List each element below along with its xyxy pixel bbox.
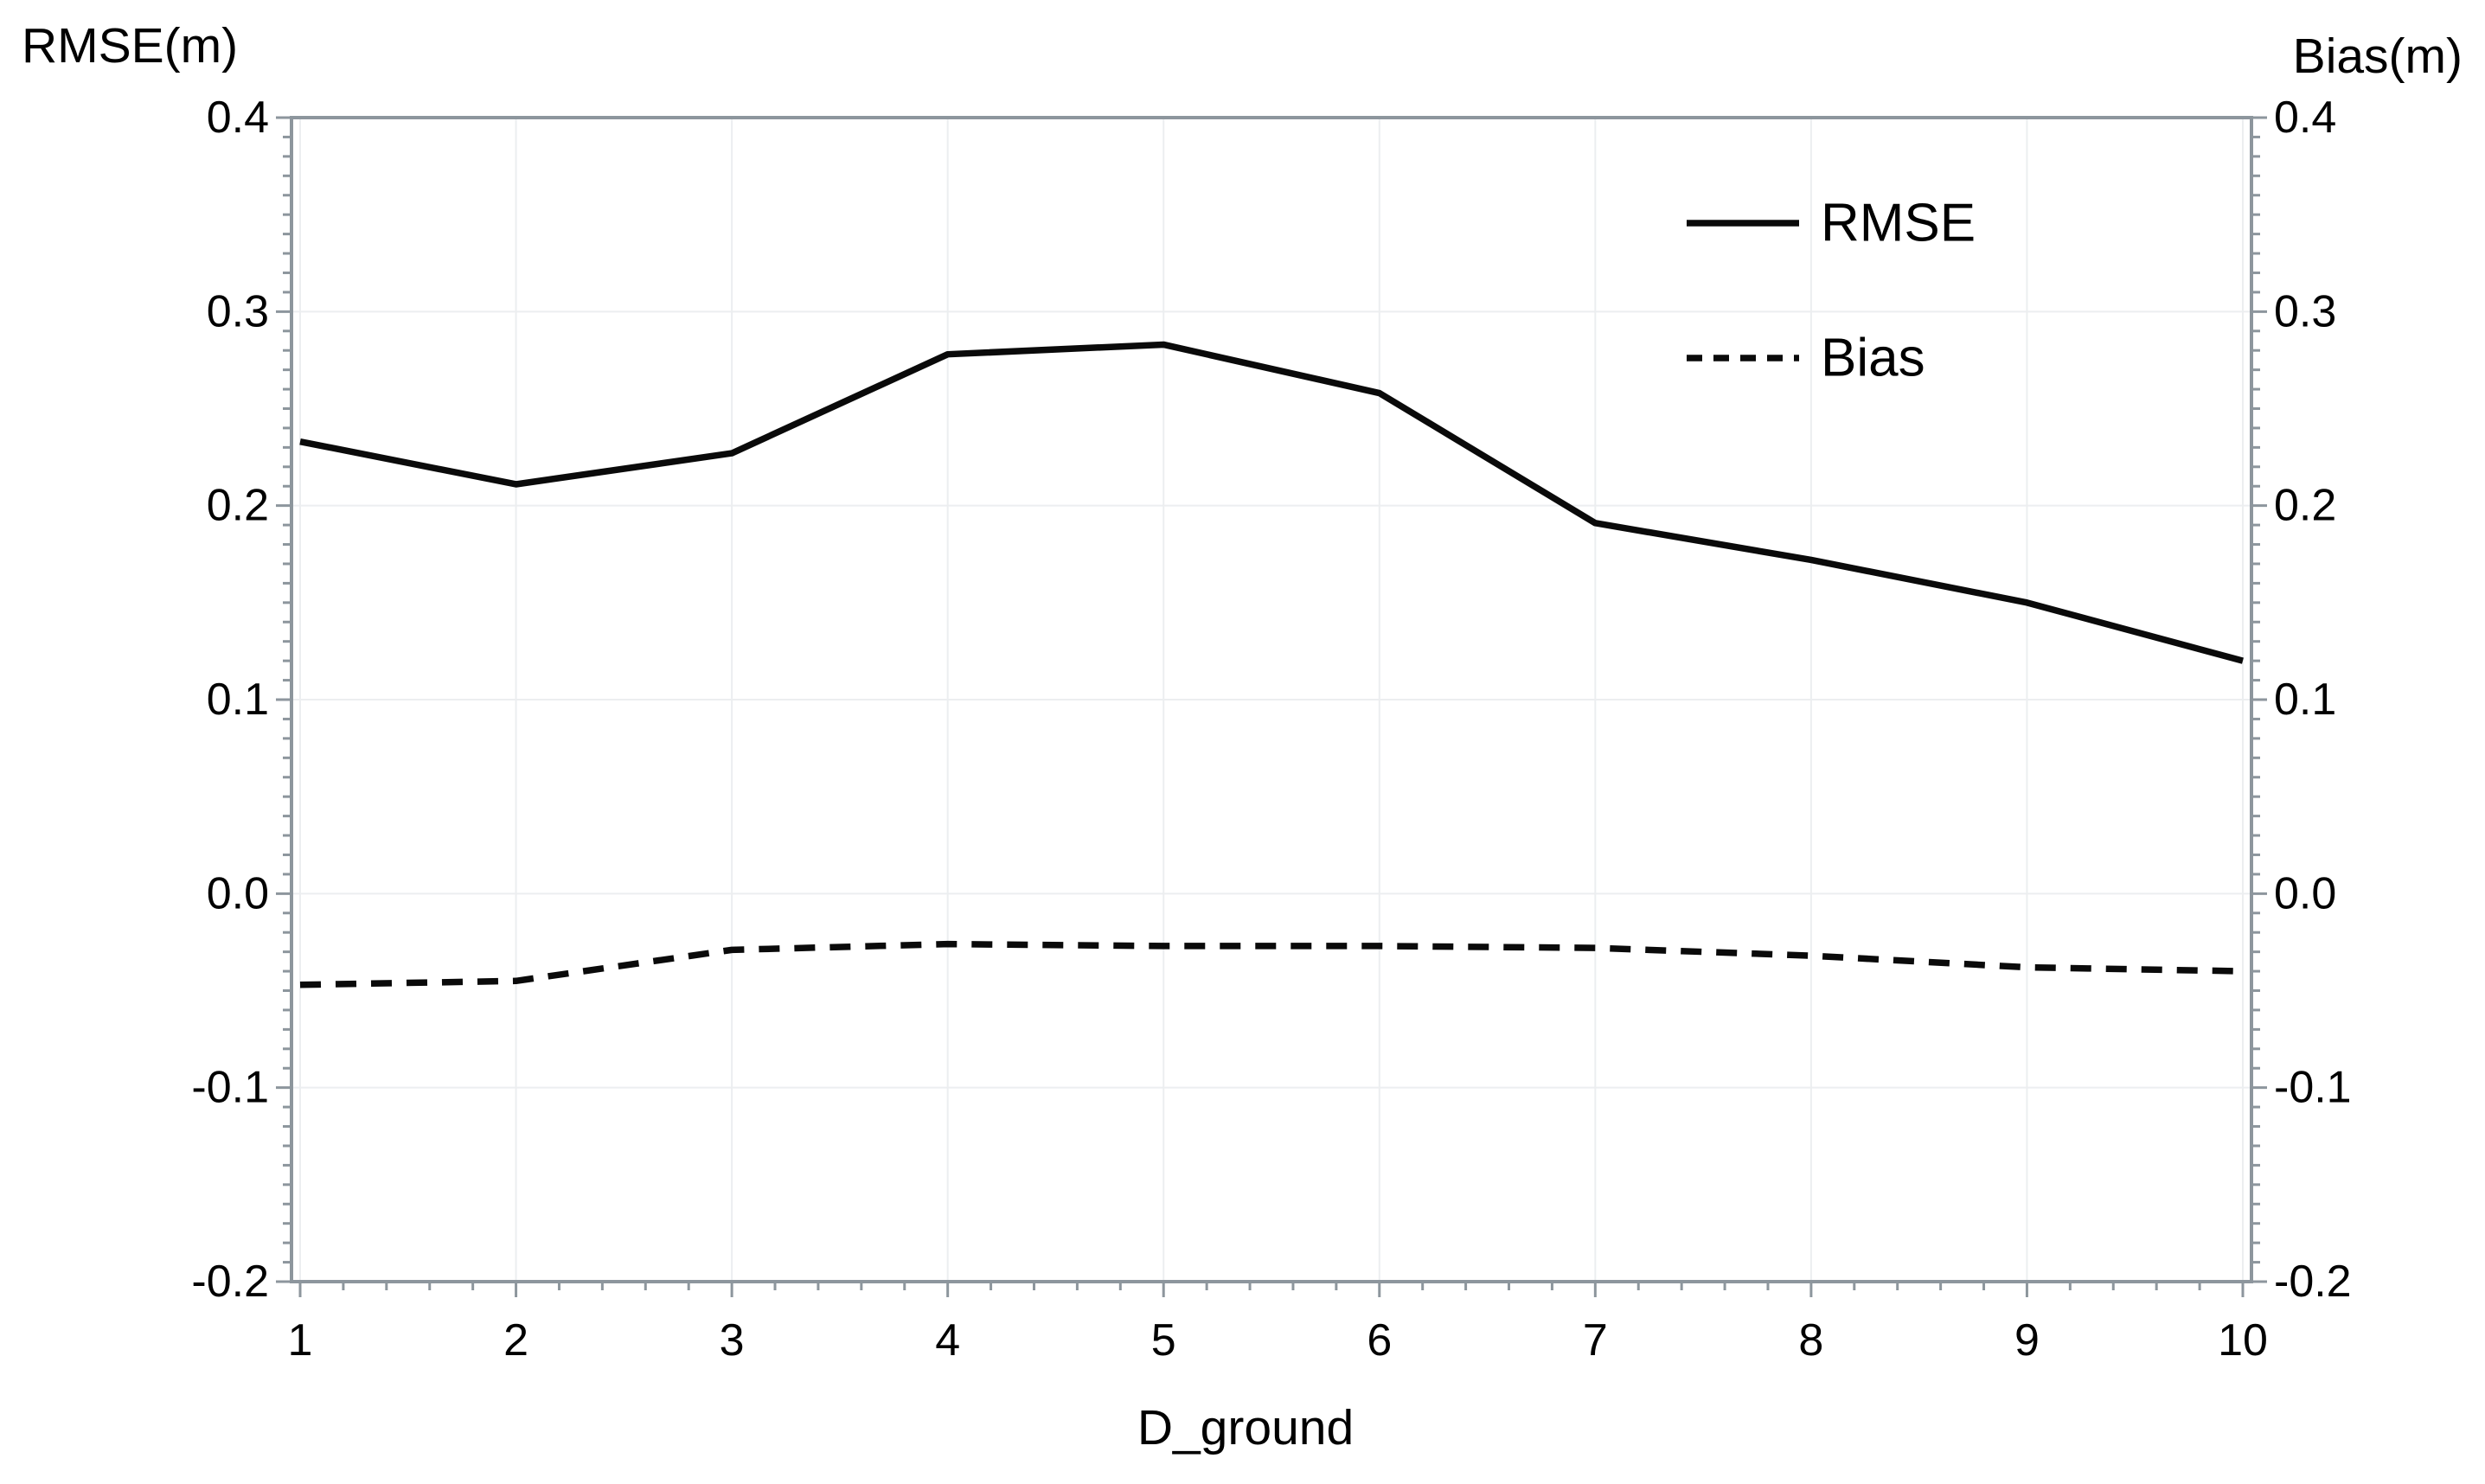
y-tick-label-left: 0.0 [207,868,269,918]
y-tick-label-right: 0.2 [2274,481,2336,531]
x-tick-label: 7 [1583,1315,1608,1366]
y-tick-label-left: 0.2 [207,481,269,531]
y-tick-label-right: 0.4 [2274,93,2336,143]
y-tick-label-left: 0.4 [207,93,269,143]
bias-line [299,940,2244,988]
y-tick-label-left: 0.3 [207,286,269,336]
legend-label-rmse: RMSE [1821,194,1976,253]
y-tick-label-right: -0.1 [2274,1063,2352,1113]
x-axis-title: D_ground [1137,1400,1355,1455]
x-tick-label: 6 [1367,1315,1392,1366]
y-tick-label-right: 0.1 [2274,675,2336,725]
left-axis-title: RMSE(m) [22,18,239,74]
x-tick-label: 5 [1151,1315,1176,1366]
y-tick-label-left: -0.1 [191,1063,269,1113]
x-tick-label: 1 [288,1315,313,1366]
x-tick-label: 8 [1798,1315,1823,1366]
x-tick-label: 10 [2218,1315,2268,1366]
x-tick-label: 4 [935,1315,960,1366]
x-tick-label: 2 [503,1315,528,1366]
y-tick-label-right: 0.3 [2274,286,2336,336]
x-tick-label: 3 [720,1315,745,1366]
y-tick-label-left: -0.2 [191,1257,269,1307]
y-tick-label-right: -0.2 [2274,1257,2352,1307]
x-tick-label: 9 [2014,1315,2040,1366]
rmse-line [299,341,2244,664]
y-tick-label-left: 0.1 [207,675,269,725]
right-axis-title: Bias(m) [2292,29,2463,84]
y-tick-label-right: 0.0 [2274,868,2336,918]
plot-frame [290,116,2253,1283]
legend-label-bias: Bias [1821,329,1925,388]
